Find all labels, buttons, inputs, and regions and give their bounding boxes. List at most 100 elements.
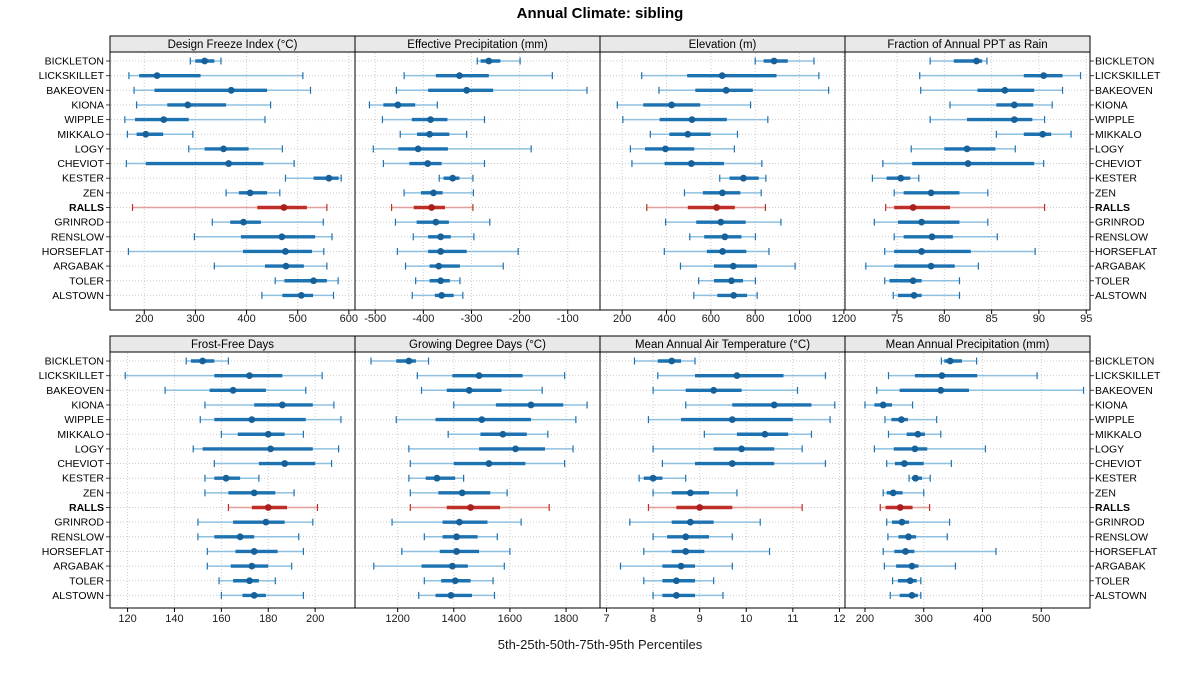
median-dot (728, 277, 735, 285)
median-dot (909, 204, 917, 211)
median-dot (684, 130, 692, 138)
series-ralls (885, 204, 1046, 211)
median-dot (229, 386, 237, 394)
site-label-left: WIPPLE (64, 414, 104, 426)
series-bickleton (185, 357, 229, 365)
median-dot (225, 160, 233, 167)
median-dot (458, 489, 466, 497)
series-ralls (390, 204, 474, 211)
series-alstown (418, 591, 496, 599)
median-dot (918, 218, 926, 226)
series-lickskillet (919, 72, 1082, 80)
median-dot (432, 218, 440, 226)
median-dot (682, 533, 690, 541)
x-tick-label: 1200 (832, 313, 856, 325)
median-dot (902, 548, 909, 555)
median-dot (770, 401, 778, 409)
median-dot (906, 577, 914, 585)
x-tick-label: 600 (702, 313, 720, 325)
site-label-left: KIONA (71, 399, 104, 411)
series-horseflat (884, 247, 1036, 255)
median-dot (686, 518, 694, 526)
series-bakeoven (420, 386, 543, 394)
series-bakeoven (395, 86, 588, 94)
median-dot (672, 592, 680, 599)
median-dot (897, 174, 905, 182)
series-kiona (368, 101, 438, 109)
site-label-left: LICKSKILLET (39, 70, 105, 82)
median-dot (310, 277, 317, 285)
series-mikkalo (649, 130, 739, 138)
median-dot (687, 160, 695, 167)
series-lickskillet (416, 372, 566, 380)
x-tick-label: -300 (460, 313, 482, 325)
median-dot (201, 57, 209, 65)
series-cheviot (882, 160, 1045, 168)
site-label-left: LICKSKILLET (39, 370, 105, 382)
median-dot (672, 577, 680, 585)
median-dot (729, 262, 737, 270)
median-dot (278, 401, 286, 409)
site-label-left: MIKKALO (57, 429, 104, 441)
series-argabak (679, 262, 796, 270)
x-tick-label: 400 (973, 613, 991, 625)
site-label-left: RALLS (69, 502, 104, 514)
series-bickleton (189, 57, 222, 65)
panel: Design Freeze Index (°C) 200 300 400 500 600 (109, 35, 358, 325)
median-dot (527, 401, 535, 409)
series-mikkalo (887, 430, 942, 438)
median-dot (728, 460, 736, 467)
site-label-right: LOGY (1095, 143, 1124, 155)
series-horseflat (206, 547, 305, 555)
site-label-right: GRINROD (1095, 517, 1145, 529)
median-dot (428, 204, 435, 211)
median-dot (964, 160, 972, 167)
median-dot (240, 218, 247, 226)
median-dot (499, 430, 507, 438)
site-label-right: RALLS (1095, 502, 1130, 514)
median-dot (433, 474, 441, 482)
median-dot (686, 489, 694, 497)
series-bickleton (754, 57, 815, 65)
site-label-left: LOGY (75, 143, 104, 155)
series-zen (403, 189, 475, 197)
x-tick-label: 75 (891, 313, 903, 325)
median-dot (227, 86, 235, 94)
x-tick-label: 95 (1080, 313, 1092, 325)
site-label-right: CHEVIOT (1095, 158, 1142, 170)
site-label-left: TOLER (69, 575, 104, 587)
series-grinrod (886, 518, 951, 526)
median-dot (451, 577, 459, 585)
series-alstown (261, 291, 335, 299)
x-tick-label: 10 (740, 613, 752, 625)
median-dot (718, 189, 726, 197)
series-kester (719, 174, 767, 182)
median-dot (1039, 130, 1047, 138)
series-alstown (892, 291, 961, 299)
median-dot (424, 160, 432, 167)
series-horseflat (663, 247, 770, 255)
series-zen (893, 189, 989, 197)
series-kester (204, 474, 260, 482)
site-label-right: MIKKALO (1095, 129, 1142, 141)
series-wipple (124, 116, 266, 124)
x-tick-label: 8 (650, 613, 656, 625)
x-tick-label: 500 (1032, 613, 1050, 625)
median-dot (236, 533, 244, 541)
median-dot (199, 357, 207, 365)
series-kester (408, 474, 465, 482)
panel-plot-area (844, 351, 1091, 609)
x-tick-label: 400 (657, 313, 675, 325)
median-dot (220, 145, 227, 153)
series-horseflat (127, 247, 325, 255)
series-renslow (652, 533, 733, 541)
series-grinrod (665, 218, 782, 226)
site-label-right: ALSTOWN (1095, 590, 1147, 602)
x-tick-label: 200 (613, 313, 631, 325)
median-dot (927, 189, 935, 197)
median-dot (738, 445, 745, 453)
median-dot (928, 233, 936, 241)
panel: Fraction of Annual PPT as Rain 75 80 85 90 95 (844, 35, 1092, 325)
median-dot (909, 277, 917, 285)
